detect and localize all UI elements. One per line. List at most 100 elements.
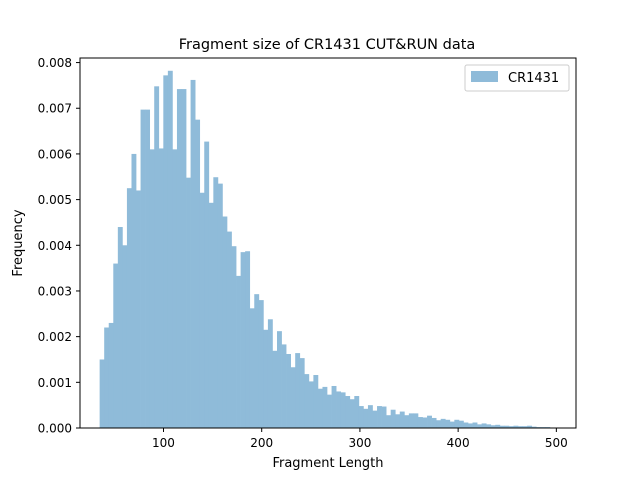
y-tick-label: 0.002 <box>38 330 72 344</box>
histogram-bar <box>495 424 501 428</box>
histogram-bar <box>226 231 232 428</box>
y-axis-label: Frequency <box>11 209 26 276</box>
histogram-bar <box>458 420 464 428</box>
histogram-bar <box>299 358 305 428</box>
x-tick-label: 100 <box>152 436 175 450</box>
x-tick-label: 500 <box>545 436 568 450</box>
histogram-bar <box>176 89 182 428</box>
histogram-bar <box>313 375 319 428</box>
histogram-bar <box>377 406 382 428</box>
histogram-bar <box>163 75 169 429</box>
legend-swatch <box>471 71 498 82</box>
histogram-bar <box>281 344 287 428</box>
histogram-bar <box>240 252 246 428</box>
y-tick-label: 0.003 <box>38 284 72 298</box>
x-axis-ticks: 100 200 300 400 500 <box>152 428 568 450</box>
histogram-bar <box>363 408 369 428</box>
histogram-bars <box>99 70 555 429</box>
histogram-bar <box>354 396 360 428</box>
histogram-bar <box>104 327 110 428</box>
histogram-bar <box>113 263 119 428</box>
histogram-bar <box>440 418 446 428</box>
y-tick-label: 0.005 <box>38 193 72 207</box>
histogram-bar <box>472 422 478 428</box>
histogram-bar <box>327 394 332 428</box>
histogram-bar <box>186 177 191 428</box>
histogram-bar <box>122 245 128 428</box>
histogram-bar <box>490 425 496 428</box>
histogram-bar <box>336 391 342 428</box>
histogram-bar <box>254 294 260 428</box>
legend-label: CR1431 <box>508 71 559 86</box>
y-tick-label: 0.000 <box>38 422 72 436</box>
histogram-bar <box>172 149 178 429</box>
histogram-bar <box>499 425 505 428</box>
histogram-bar <box>358 406 364 428</box>
histogram-bar <box>181 89 187 428</box>
histogram-bar <box>513 425 519 428</box>
histogram-bar <box>249 308 255 428</box>
histogram-bar <box>486 424 492 428</box>
histogram-bar <box>317 388 323 428</box>
histogram-bar <box>349 399 355 428</box>
histogram-bar <box>322 386 328 428</box>
x-tick-label: 300 <box>348 436 371 450</box>
y-axis-ticks: 0.000 0.001 0.002 0.003 0.004 0.005 0.006 0.007… <box>38 56 80 436</box>
histogram-bar <box>331 385 337 428</box>
histogram-bar <box>108 322 114 428</box>
histogram-bar <box>386 415 392 428</box>
histogram-bar <box>295 353 301 428</box>
histogram-bar <box>449 421 455 428</box>
histogram-bar <box>199 192 205 428</box>
histogram-bar <box>340 392 346 428</box>
histogram-bar <box>504 425 510 428</box>
histogram-bar <box>136 190 141 428</box>
histogram-bar <box>518 426 523 428</box>
histogram-bar <box>431 417 437 428</box>
histogram-bar <box>204 141 210 428</box>
histogram-bar <box>126 188 132 428</box>
x-tick-label: 200 <box>250 436 273 450</box>
histogram-bar <box>531 426 537 428</box>
histogram-bar <box>399 411 405 428</box>
histogram-bar <box>245 251 251 428</box>
x-axis-label: Fragment Length <box>272 456 383 471</box>
plot-frame <box>79 57 577 429</box>
histogram-bar <box>267 319 273 428</box>
y-tick-label: 0.007 <box>38 102 72 116</box>
histogram-bar <box>467 423 473 428</box>
histogram-bar <box>140 109 146 429</box>
histogram-bar <box>454 419 460 428</box>
histogram-bar <box>149 149 155 429</box>
histogram-bar <box>372 410 378 428</box>
x-tick-label: 400 <box>447 436 470 450</box>
histogram-bar <box>195 119 201 429</box>
histogram-bar <box>404 415 410 428</box>
histogram-bar <box>117 227 123 428</box>
y-tick-label: 0.001 <box>38 376 72 390</box>
histogram-bar <box>345 396 351 428</box>
histogram-bar <box>417 417 423 428</box>
legend: CR1431 <box>464 64 570 92</box>
histogram-bar <box>395 414 401 428</box>
histogram-bar <box>427 415 432 428</box>
histogram-bar <box>213 177 219 428</box>
histogram-bar <box>290 367 296 428</box>
histogram-bar <box>367 405 373 428</box>
histogram-bar <box>217 183 223 428</box>
histogram-bar <box>258 300 264 428</box>
histogram-bar <box>272 350 278 428</box>
histogram-bar <box>308 381 314 428</box>
y-tick-label: 0.004 <box>38 239 72 253</box>
histogram-bar <box>413 413 419 428</box>
histogram-bar <box>408 413 414 428</box>
histogram-bar <box>522 426 528 428</box>
y-tick-label: 0.006 <box>38 147 72 161</box>
histogram-bar <box>445 419 451 428</box>
histogram-bar <box>463 422 469 428</box>
histogram-bar <box>145 109 151 429</box>
histogram-bar <box>167 70 173 428</box>
histogram-bar <box>527 425 533 428</box>
histogram-bar <box>263 329 269 428</box>
